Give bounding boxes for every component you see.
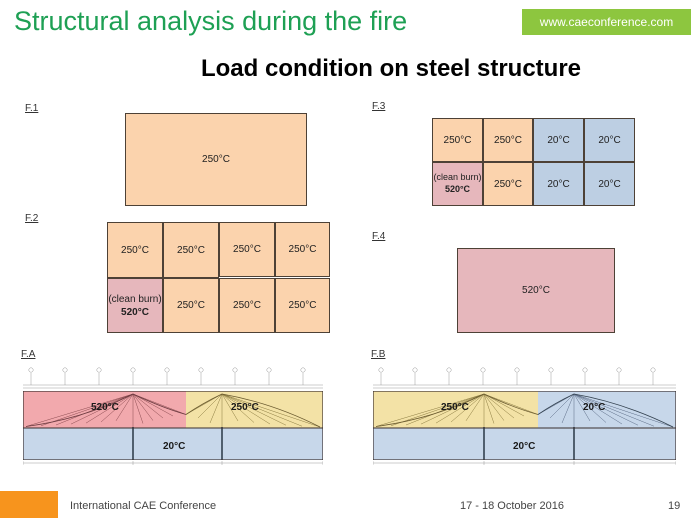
svg-text:250°C: 250°C — [441, 402, 469, 413]
svg-text:520°C: 520°C — [91, 402, 119, 413]
svg-text:250°C: 250°C — [231, 402, 259, 413]
svg-text:20°C: 20°C — [513, 441, 535, 452]
svg-text:20°C: 20°C — [163, 441, 185, 452]
svg-text:20°C: 20°C — [583, 402, 605, 413]
